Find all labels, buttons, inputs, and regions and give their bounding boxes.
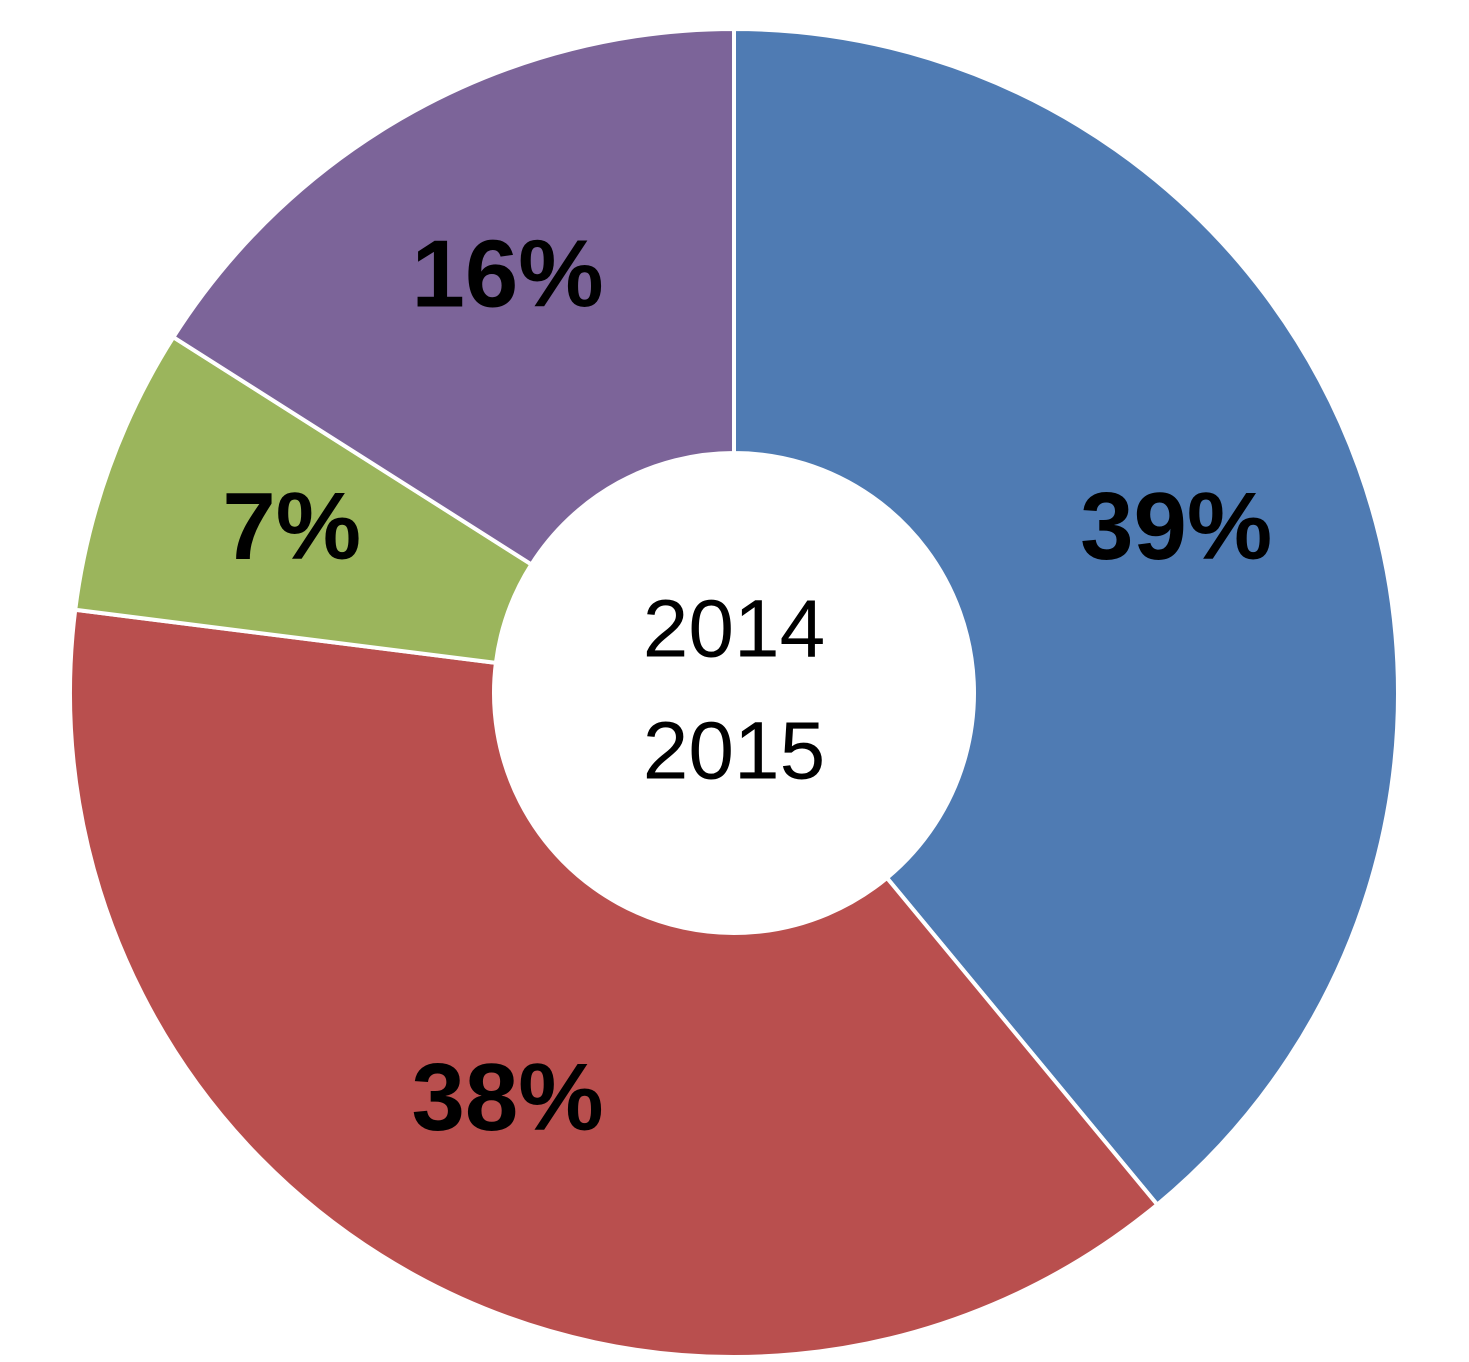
data-label: 38% — [412, 1044, 604, 1151]
data-label: 39% — [1080, 473, 1272, 580]
slice — [170, 26, 736, 568]
data-label: 7% — [222, 473, 361, 580]
data-label: 16% — [412, 220, 604, 327]
center-text: 2014 — [643, 584, 825, 675]
slice — [68, 607, 1161, 1359]
slice — [732, 26, 1400, 1208]
center-text: 2015 — [643, 706, 825, 797]
slice — [73, 334, 535, 666]
